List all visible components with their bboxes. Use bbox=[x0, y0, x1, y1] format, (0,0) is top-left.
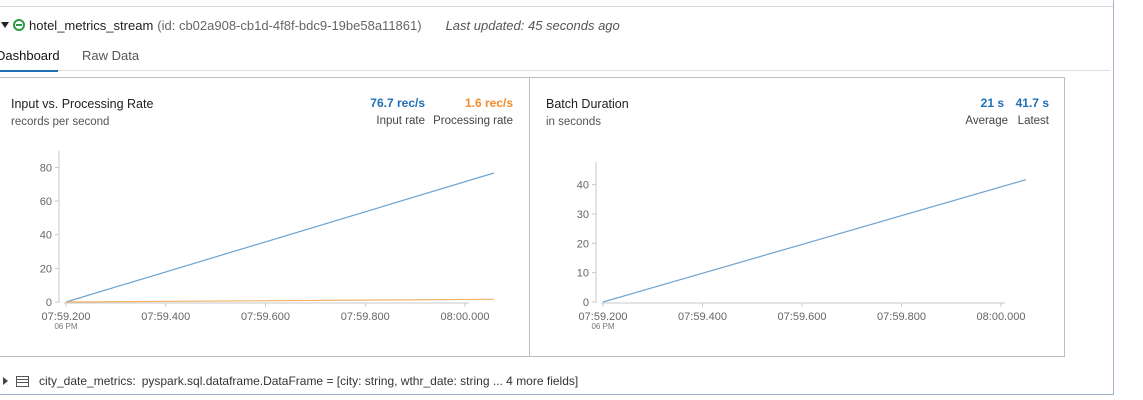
series-line bbox=[65, 172, 495, 303]
stream-id: (id: cb02a908-cb1d-4f8f-bdc9-19be58a1186… bbox=[157, 17, 422, 33]
y-tick-label: 0 bbox=[583, 297, 589, 309]
latest-duration-label: Latest bbox=[1017, 115, 1049, 127]
x-tick-label: 07:59.800 bbox=[341, 311, 390, 323]
input-rate-value: 76.7 rec/s bbox=[370, 96, 425, 110]
x-tick-sublabel: 06 PM bbox=[54, 322, 77, 331]
y-tick-label: 10 bbox=[577, 268, 589, 280]
y-tick-label: 20 bbox=[577, 238, 589, 250]
y-tick-label: 60 bbox=[40, 196, 52, 208]
y-tick-label: 40 bbox=[577, 180, 589, 192]
x-tick-label: 08:00.000 bbox=[441, 311, 490, 323]
last-updated: Last updated: 45 seconds ago bbox=[445, 17, 620, 33]
y-tick-label: 40 bbox=[40, 230, 52, 242]
variable-type: pyspark.sql.dataframe.DataFrame = [city:… bbox=[141, 374, 579, 388]
cell-border-bottom bbox=[0, 394, 1114, 395]
x-tick-label: 07:59.600 bbox=[241, 311, 290, 323]
x-tick-label: 07:59.400 bbox=[678, 311, 727, 323]
x-tick-label: 07:59.200 bbox=[42, 311, 91, 323]
stream-tabs: Dashboard Raw Data bbox=[0, 44, 1110, 72]
y-tick-label: 0 bbox=[46, 297, 52, 309]
tab-raw-data[interactable]: Raw Data bbox=[82, 48, 140, 63]
expand-caret-icon[interactable] bbox=[3, 377, 8, 385]
cell-border-right bbox=[1113, 0, 1114, 394]
y-tick-label: 30 bbox=[577, 209, 589, 221]
x-tick-label: 07:59.600 bbox=[778, 311, 827, 323]
input-rate-label: Input rate bbox=[376, 115, 425, 127]
x-tick-sublabel: 06 PM bbox=[591, 322, 614, 331]
batch-panel: Batch Duration in seconds 21 s 41.7 s Av… bbox=[529, 77, 1065, 357]
series-line bbox=[602, 179, 1027, 303]
stream-active-icon bbox=[13, 19, 25, 31]
rate-panel: Input vs. Processing Rate records per se… bbox=[0, 77, 530, 357]
rate-panel-subtitle: records per second bbox=[11, 116, 110, 128]
stream-name: hotel_metrics_stream bbox=[29, 17, 154, 33]
variable-row: city_date_metrics: pyspark.sql.dataframe… bbox=[0, 372, 578, 390]
batch-panel-subtitle: in seconds bbox=[546, 116, 601, 128]
cell-border-top bbox=[0, 6, 1113, 7]
x-tick-label: 08:00.000 bbox=[977, 311, 1026, 323]
processing-rate-label: Processing rate bbox=[433, 115, 513, 127]
collapse-caret-icon[interactable] bbox=[1, 22, 9, 28]
stream-header: hotel_metrics_stream (id: cb02a908-cb1d-… bbox=[0, 16, 620, 34]
variable-name: city_date_metrics: bbox=[39, 374, 136, 388]
y-tick-label: 20 bbox=[40, 263, 52, 275]
batch-panel-title: Batch Duration bbox=[546, 97, 629, 111]
x-tick-label: 07:59.400 bbox=[141, 311, 190, 323]
average-duration-value: 21 s bbox=[980, 96, 1004, 110]
rate-panel-title: Input vs. Processing Rate bbox=[11, 97, 154, 111]
latest-duration-value: 41.7 s bbox=[1015, 96, 1049, 110]
y-tick-label: 80 bbox=[40, 162, 52, 174]
average-duration-label: Average bbox=[965, 115, 1008, 127]
x-tick-label: 07:59.200 bbox=[579, 311, 628, 323]
x-tick-label: 07:59.800 bbox=[877, 311, 926, 323]
processing-rate-value: 1.6 rec/s bbox=[464, 96, 513, 110]
tab-dashboard[interactable]: Dashboard bbox=[0, 48, 60, 72]
dataframe-icon bbox=[16, 375, 29, 387]
series-line bbox=[65, 298, 494, 303]
